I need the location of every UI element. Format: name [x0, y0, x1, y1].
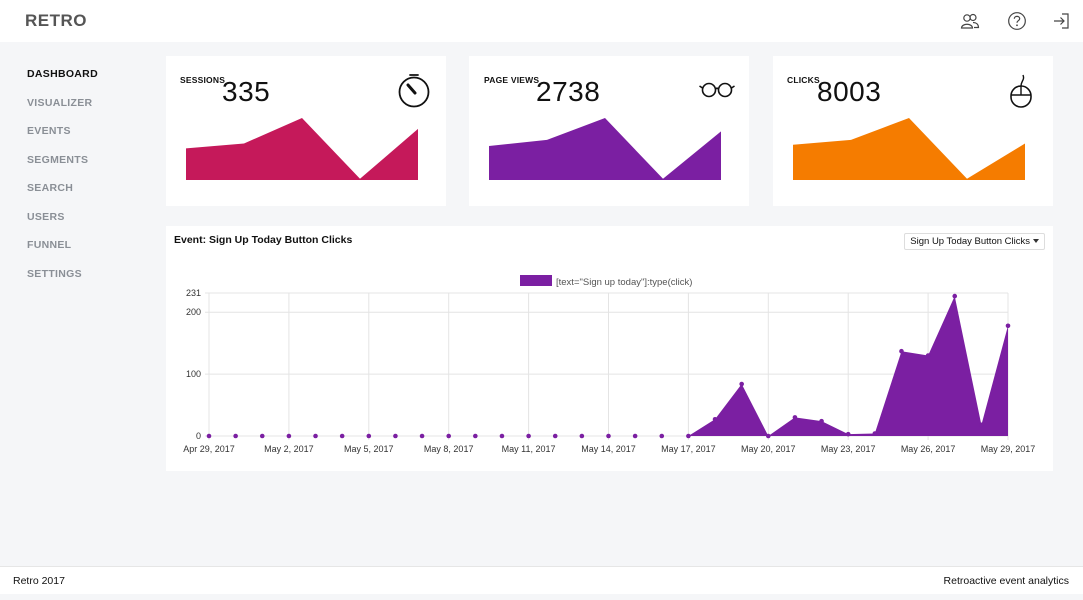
x-tick-label: May 11, 2017	[502, 444, 556, 454]
data-point[interactable]	[899, 348, 904, 354]
x-tick-label: May 8, 2017	[424, 444, 474, 454]
brand-logo[interactable]: RETRO	[25, 11, 87, 30]
data-point[interactable]	[845, 431, 851, 437]
data-point[interactable]	[286, 433, 292, 439]
y-tick-label: 200	[186, 307, 201, 317]
data-point[interactable]	[606, 433, 611, 439]
mouse-icon	[1010, 74, 1032, 108]
metric-label: SESSIONS	[180, 75, 226, 85]
chevron-down-icon	[1033, 239, 1039, 244]
metric-value: 2738	[536, 76, 601, 107]
data-point[interactable]	[872, 431, 878, 436]
sidebar-item-settings[interactable]: SETTINGS	[27, 268, 82, 280]
logout-icon[interactable]	[1051, 11, 1071, 31]
x-tick-label: May 17, 2017	[661, 444, 716, 454]
data-point[interactable]	[952, 293, 958, 299]
x-tick-label: Apr 29, 2017	[183, 444, 235, 454]
sessions-card: SESSIONS 335	[166, 56, 446, 206]
help-icon[interactable]	[1007, 11, 1027, 31]
data-point[interactable]	[233, 433, 238, 439]
sidebar-item-visualizer[interactable]: VISUALIZER	[27, 97, 93, 109]
x-tick-label: May 26, 2017	[901, 444, 956, 454]
data-point[interactable]	[792, 415, 798, 420]
y-tick-label: 0	[196, 431, 201, 441]
metric-value: 8003	[817, 76, 882, 107]
sessions-sparkline	[186, 118, 418, 180]
data-point[interactable]	[366, 433, 372, 439]
metric-value: 335	[222, 76, 271, 107]
data-point[interactable]	[819, 418, 824, 424]
x-tick-label: May 2, 2017	[264, 444, 314, 454]
sidebar-item-dashboard[interactable]: DASHBOARD	[27, 68, 98, 80]
data-point[interactable]	[393, 433, 398, 439]
data-point[interactable]	[259, 433, 265, 439]
event-chart-title: Event: Sign Up Today Button Clicks	[174, 234, 353, 246]
data-point[interactable]	[659, 433, 665, 439]
data-point[interactable]	[712, 416, 718, 422]
data-point[interactable]	[1005, 323, 1011, 329]
clicks-sparkline	[793, 118, 1025, 180]
footer-copyright: Retro 2017	[13, 575, 65, 587]
legend-label: [text="Sign up today"]:type(click)	[556, 277, 692, 288]
event-chart-card: Event: Sign Up Today Button Clicks Sign …	[166, 226, 1053, 471]
sidebar-item-events[interactable]: EVENTS	[27, 125, 71, 137]
sparkline-area	[793, 118, 1025, 180]
data-point[interactable]	[339, 433, 345, 439]
sidebar-item-search[interactable]: SEARCH	[27, 182, 74, 194]
users-icon[interactable]	[960, 11, 980, 31]
event-area-chart: [text="Sign up today"]:type(click) 0 100 2…	[183, 275, 1036, 454]
data-point[interactable]	[313, 433, 318, 439]
x-tick-label: May 5, 2017	[344, 444, 394, 454]
data-point[interactable]	[979, 422, 984, 428]
data-point[interactable]	[499, 433, 505, 439]
metric-label: CLICKS	[787, 75, 820, 85]
data-point[interactable]	[419, 433, 425, 439]
sidebar-item-users[interactable]: USERS	[27, 211, 65, 223]
data-point[interactable]	[526, 433, 531, 439]
data-point[interactable]	[552, 433, 558, 439]
data-point[interactable]	[925, 353, 931, 358]
glasses-icon	[699, 82, 735, 98]
y-tick-label: 231	[186, 288, 201, 298]
legend-swatch	[520, 275, 552, 286]
data-point[interactable]	[579, 433, 585, 439]
data-point[interactable]	[446, 433, 452, 439]
x-tick-label: May 20, 2017	[741, 444, 796, 454]
data-point[interactable]	[473, 433, 478, 439]
sparkline-area	[489, 118, 721, 180]
x-tick-label: May 14, 2017	[581, 444, 636, 454]
data-point[interactable]	[766, 433, 771, 439]
sidebar-item-segments[interactable]: SEGMENTS	[27, 154, 89, 166]
x-tick-label: May 29, 2017	[981, 444, 1036, 454]
event-select-dropdown[interactable]: Sign Up Today Button Clicks	[904, 233, 1045, 250]
footer-tagline: Retroactive event analytics	[943, 575, 1069, 587]
metric-label: PAGE VIEWS	[484, 75, 540, 85]
sidebar-item-funnel[interactable]: FUNNEL	[27, 239, 72, 251]
data-point[interactable]	[739, 381, 744, 387]
y-tick-label: 100	[186, 369, 201, 379]
data-point[interactable]	[206, 433, 212, 439]
data-point[interactable]	[632, 433, 638, 439]
data-point[interactable]	[686, 433, 691, 439]
timer-icon	[398, 74, 430, 108]
series-area	[209, 296, 1008, 436]
page-views-card: PAGE VIEWS 2738	[469, 56, 749, 206]
footer: Retro 2017 Retroactive event analytics	[0, 566, 1083, 594]
page-views-sparkline	[489, 118, 721, 180]
event-select-value: Sign Up Today Button Clicks	[910, 236, 1030, 247]
sparkline-area	[186, 118, 418, 180]
clicks-card: CLICKS 8003	[773, 56, 1053, 206]
top-bar: RETRO	[0, 0, 1083, 42]
x-tick-label: May 23, 2017	[821, 444, 876, 454]
